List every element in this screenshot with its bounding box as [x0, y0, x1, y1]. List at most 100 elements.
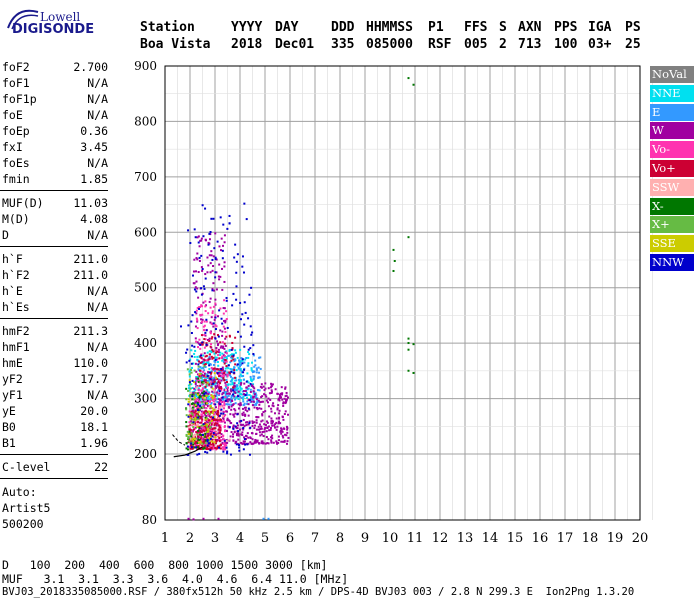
data-point-vo- — [234, 376, 237, 379]
data-point-nnw — [226, 452, 229, 455]
data-point-nne — [234, 349, 237, 352]
data-point-vo- — [218, 379, 221, 382]
data-point-w — [257, 399, 260, 402]
data-point-ssw — [215, 431, 218, 434]
data-point-e — [215, 393, 218, 396]
data-point-nnw — [225, 296, 228, 299]
y-tick-label: 500 — [134, 281, 157, 295]
data-point-w — [277, 439, 280, 442]
data-point-nnw — [244, 311, 247, 314]
header-value-2: Dec01 — [275, 37, 315, 52]
data-point-w — [243, 440, 246, 443]
data-point-vo- — [190, 430, 193, 433]
data-point-w — [223, 389, 226, 392]
data-point-w — [267, 425, 270, 428]
data-point-nne — [190, 383, 193, 386]
data-point-w — [223, 421, 226, 424]
data-point-sse — [198, 373, 201, 376]
data-point-w — [208, 300, 211, 303]
data-point-nne — [244, 358, 247, 361]
data-point-w — [202, 358, 205, 361]
parameter-value: N/A — [87, 340, 108, 354]
data-point-nne — [190, 349, 193, 352]
header-value-8: 713 — [518, 37, 542, 52]
data-point-w — [240, 433, 243, 436]
data-point-vo- — [196, 327, 199, 330]
data-point-x- — [197, 377, 200, 380]
data-point-w — [242, 389, 245, 392]
data-point-isolated — [407, 236, 410, 239]
data-point-vo- — [204, 363, 207, 366]
parameter-value: N/A — [87, 76, 108, 90]
data-point-vo- — [217, 424, 220, 427]
data-point-vo- — [208, 442, 211, 445]
data-point-w — [265, 399, 268, 402]
data-point-w — [245, 442, 248, 445]
data-point-nne — [196, 376, 199, 379]
data-point-w — [244, 390, 247, 393]
data-point-w — [286, 440, 289, 443]
data-point-nne — [227, 367, 230, 370]
data-point-ssw — [216, 434, 219, 437]
header-label-11: PS — [625, 20, 641, 35]
data-point-sse — [194, 417, 197, 420]
data-point-w — [241, 412, 244, 415]
data-point-w — [203, 372, 206, 375]
data-point-vo- — [215, 412, 218, 415]
data-point-vo- — [203, 338, 206, 341]
data-point-nne — [239, 385, 242, 388]
data-point-nnw — [190, 320, 193, 323]
data-point-nne — [193, 390, 196, 393]
data-point-nne — [202, 360, 205, 363]
data-point-e — [225, 403, 228, 406]
data-point-nnw — [235, 298, 238, 301]
data-point-w — [221, 366, 224, 369]
data-point-nne — [233, 392, 236, 395]
data-point-nnw — [203, 392, 206, 395]
data-point-x- — [201, 442, 204, 445]
data-point-w — [282, 401, 285, 404]
data-point-w — [196, 236, 199, 239]
data-point-vo- — [188, 427, 191, 430]
parameter-row: fmin 1.85 — [2, 172, 108, 188]
data-point-vo- — [214, 446, 217, 449]
data-point-w — [225, 429, 228, 432]
data-point-w — [279, 430, 282, 433]
separator-line — [0, 318, 108, 319]
data-point-nnw — [221, 322, 224, 325]
data-point-vo- — [189, 440, 192, 443]
data-point-vo- — [224, 396, 227, 399]
parameter-name: h`E — [2, 284, 23, 298]
data-point-nne — [188, 375, 191, 378]
data-point-x- — [200, 381, 203, 384]
data-point-nnw — [206, 444, 209, 447]
data-point-w — [233, 385, 236, 388]
data-point-vo- — [191, 447, 194, 450]
parameter-value: 1.85 — [80, 172, 108, 186]
data-point-e — [206, 398, 209, 401]
parameter-row: h`Es N/A — [2, 300, 108, 316]
data-point-e — [234, 398, 237, 401]
data-point-w — [270, 417, 273, 420]
data-point-w — [243, 413, 246, 416]
data-point-x- — [185, 434, 188, 437]
data-point-vo- — [232, 386, 235, 389]
data-point-w — [215, 434, 218, 437]
data-point-vo- — [208, 420, 211, 423]
data-point-nnw — [197, 403, 200, 406]
data-point-w — [223, 319, 226, 322]
data-point-w — [234, 409, 237, 412]
data-point-w — [245, 438, 248, 441]
data-point-w — [253, 387, 256, 390]
parameter-name: yF1 — [2, 388, 23, 402]
data-point-w — [243, 436, 246, 439]
parameter-value: 3.45 — [80, 140, 108, 154]
parameter-row: foE N/A — [2, 108, 108, 124]
data-point-ssw — [198, 382, 201, 385]
data-point-nnw — [221, 257, 224, 260]
data-point-vo- — [225, 360, 228, 363]
data-point-x- — [202, 381, 205, 384]
data-point-w — [252, 396, 255, 399]
data-point-x- — [196, 442, 199, 445]
data-point-nne — [230, 378, 233, 381]
